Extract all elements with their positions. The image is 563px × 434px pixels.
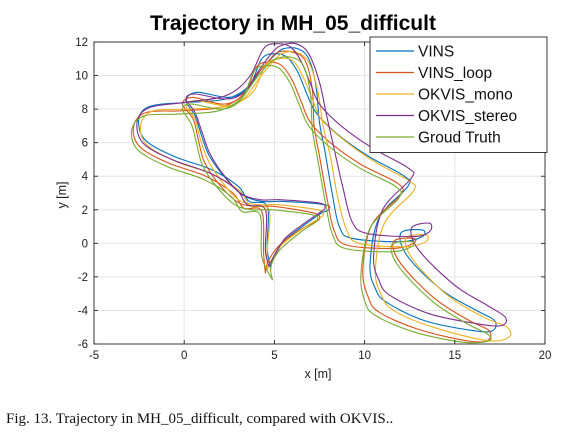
series-line-groud-truth xyxy=(130,56,492,344)
y-tick-label: 8 xyxy=(82,104,88,116)
x-tick-label: 15 xyxy=(448,350,461,362)
y-tick-label: -6 xyxy=(78,339,88,351)
tick-labels: -5 0 5 10 15 20 -6 -4 -2 0 2 4 6 8 10 12 xyxy=(75,37,551,362)
legend: VINS VINS_loop OKVIS_mono OKVIS_stereo Groud… xyxy=(369,36,548,153)
y-tick-label: 12 xyxy=(75,37,88,49)
legend-entry-groud-truth: Groud Truth xyxy=(418,130,501,147)
series-lines xyxy=(130,42,512,344)
x-tick-label: 5 xyxy=(271,350,277,362)
x-tick-label: 0 xyxy=(181,350,187,362)
trajectory-chart: Trajectory in MH_05_difficult -5 0 5 10 15 20… xyxy=(55,12,551,381)
legend-entry-okvis-mono: OKVIS_mono xyxy=(418,87,513,104)
y-tick-label: 2 xyxy=(82,205,88,217)
x-tick-label: 20 xyxy=(539,350,552,362)
series-line-okvis-stereo xyxy=(136,42,507,327)
plot-frame xyxy=(93,41,546,345)
y-tick-label: 4 xyxy=(82,171,89,183)
y-tick-label: 0 xyxy=(82,238,88,250)
x-tick-label: 10 xyxy=(358,350,371,362)
legend-entry-vins-loop: VINS_loop xyxy=(418,65,492,82)
y-axis-label: y [m] xyxy=(55,181,69,208)
y-tick-label: -2 xyxy=(78,272,88,284)
chart-title: Trajectory in MH_05_difficult xyxy=(150,12,436,35)
figure-caption: Fig. 13. Trajectory in MH_05_difficult, … xyxy=(6,411,394,427)
legend-box xyxy=(369,36,548,153)
x-axis-label: x [m] xyxy=(304,367,331,381)
x-tick-label: -5 xyxy=(89,350,99,362)
y-tick-label: 10 xyxy=(75,71,88,83)
y-tick-label: 6 xyxy=(82,138,88,150)
legend-entry-vins: VINS xyxy=(418,44,454,61)
legend-entry-okvis-stereo: OKVIS_stereo xyxy=(418,108,517,125)
series-line-okvis-mono xyxy=(139,50,512,342)
y-tick-label: -4 xyxy=(78,305,89,317)
